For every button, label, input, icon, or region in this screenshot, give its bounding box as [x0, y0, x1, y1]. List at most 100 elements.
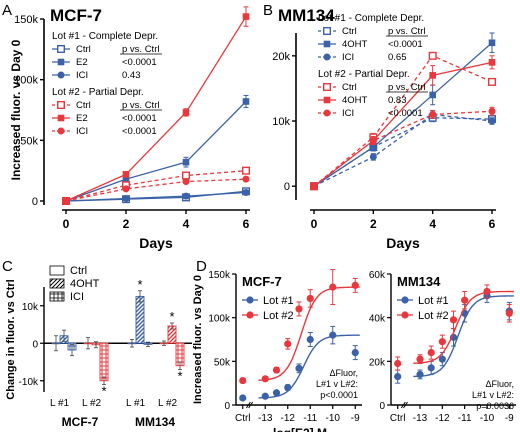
legend-label: ICI: [70, 291, 84, 303]
bar: [135, 295, 145, 344]
y-tick-label: 50k: [20, 135, 38, 147]
y-tick-label: 50k: [214, 357, 231, 368]
legend-label: Ctrl: [342, 82, 357, 93]
data-point: [181, 171, 190, 180]
data-point: [284, 383, 292, 392]
legend-label: Ctrl: [76, 44, 91, 55]
series-e2-lot1: [62, 94, 250, 205]
legend-marker: [57, 58, 65, 66]
bar: [99, 342, 109, 382]
x-tick-label: -10: [480, 413, 495, 424]
group-label: L #1: [50, 398, 70, 409]
data-point: [272, 366, 281, 374]
chart-title: MCF-7: [242, 274, 282, 289]
y-tick-label: 0: [379, 401, 385, 412]
legend-swatch: [49, 291, 65, 302]
data-point: [122, 195, 130, 203]
data-point: [62, 197, 70, 205]
x-tick-label: Ctrl: [390, 413, 406, 424]
data-point: [416, 355, 424, 363]
y-axis-title: Change in fluor. vs Ctrl: [5, 279, 17, 399]
y-tick-label: 0: [224, 401, 230, 412]
data-point: [242, 13, 250, 20]
series-line: [313, 110, 493, 187]
legend-label: 4OHT: [70, 278, 100, 290]
data-point: [483, 287, 491, 296]
y-tick-label: 0: [284, 181, 290, 193]
data-point: [295, 305, 303, 313]
group-label: L #1: [126, 398, 146, 409]
x-axis-title: log[E2],M: [273, 426, 327, 432]
legend-pvalue: 0.83: [388, 95, 407, 106]
legend-marker: [401, 296, 409, 304]
legend-pvalue: <0.0001: [122, 57, 157, 68]
legend-pvalue-header: p vs. Ctrl: [122, 100, 159, 111]
data-point: [182, 192, 190, 200]
legend-marker: [57, 45, 66, 54]
y-tick-label: 100k: [14, 75, 38, 87]
legend-marker: [323, 96, 331, 104]
chart-title: MM134: [397, 274, 441, 289]
bar-group-0: L #1: [50, 329, 77, 409]
annotation-text: p<0.0001: [320, 390, 358, 400]
series-lot2: Lot #2: [394, 284, 514, 371]
x-axis-title: Days: [139, 235, 173, 251]
panel-d-mcf7-chart: 0 50k 100k 150k Ctrl -13 -12 -11 -10 -9 log[E2],M I…: [192, 269, 362, 432]
series-line: [65, 101, 247, 202]
panel-letter-d: D: [196, 258, 207, 275]
legend-title: Lot #2 - Partial Depr.: [52, 87, 144, 98]
legend-marker: [57, 127, 65, 135]
x-tick-label: 4: [183, 217, 190, 231]
legend-label: 4OHT: [342, 95, 368, 106]
data-point: [122, 175, 130, 183]
data-point: [306, 335, 314, 344]
data-point: [261, 392, 269, 400]
legend-label: Ctrl: [342, 26, 357, 37]
data-point: [488, 39, 496, 47]
y-tick-label: 10k: [272, 116, 290, 128]
y-tick-label: 0: [32, 339, 38, 350]
data-point: [394, 359, 402, 368]
legend-swatch: [49, 265, 65, 276]
legend-marker: [57, 114, 65, 122]
data-point: [122, 185, 130, 193]
axis-break: [403, 401, 408, 409]
data-point: [241, 166, 250, 175]
bar-group-1: *L #2: [82, 337, 109, 409]
x-tick-label: 6: [489, 217, 496, 231]
legend-label: ICI: [342, 108, 354, 119]
y-tick-label: -10k: [19, 377, 39, 388]
annotation-text: L#1 v L#2:: [316, 379, 358, 389]
legend-pvalue: 0.43: [122, 70, 141, 81]
legend-marker: [246, 296, 254, 304]
data-point: [488, 59, 496, 66]
x-tick-label: -9: [505, 413, 514, 424]
legend-pvalue: 0.65: [388, 52, 407, 63]
data-point: [272, 389, 281, 397]
legend-label: Lot #1: [418, 295, 449, 307]
axis-break: [245, 401, 251, 409]
data-point: [429, 91, 436, 99]
series-line: [313, 61, 493, 187]
x-tick-label: -12: [281, 413, 296, 424]
legend-marker: [57, 100, 66, 109]
series-lot1: Lot #1: [239, 295, 360, 402]
annotation-text: ΔFluor,: [329, 368, 358, 378]
legend-pvalue: <0.0001: [122, 113, 157, 124]
legend-label: Lot #2: [418, 310, 449, 322]
x-tick-label: 0: [311, 217, 318, 231]
data-point: [242, 98, 250, 105]
data-point: [429, 111, 437, 118]
annotation-text: p=0.0036: [476, 401, 514, 411]
legend-label: E2: [76, 113, 88, 124]
legend: Lot #1 - Complete Depr. p vs. Ctrl Ctrl E2 <…: [52, 31, 162, 137]
data-point: [306, 294, 314, 303]
legend-pvalue: <0.0001: [388, 108, 423, 119]
data-point: [239, 394, 247, 402]
series-line: [65, 178, 247, 202]
legend-title: Lot #2 - Partial Depr.: [318, 69, 410, 80]
data-point: [427, 364, 435, 372]
legend-title: Lot #1 - Complete Depr.: [318, 13, 424, 24]
